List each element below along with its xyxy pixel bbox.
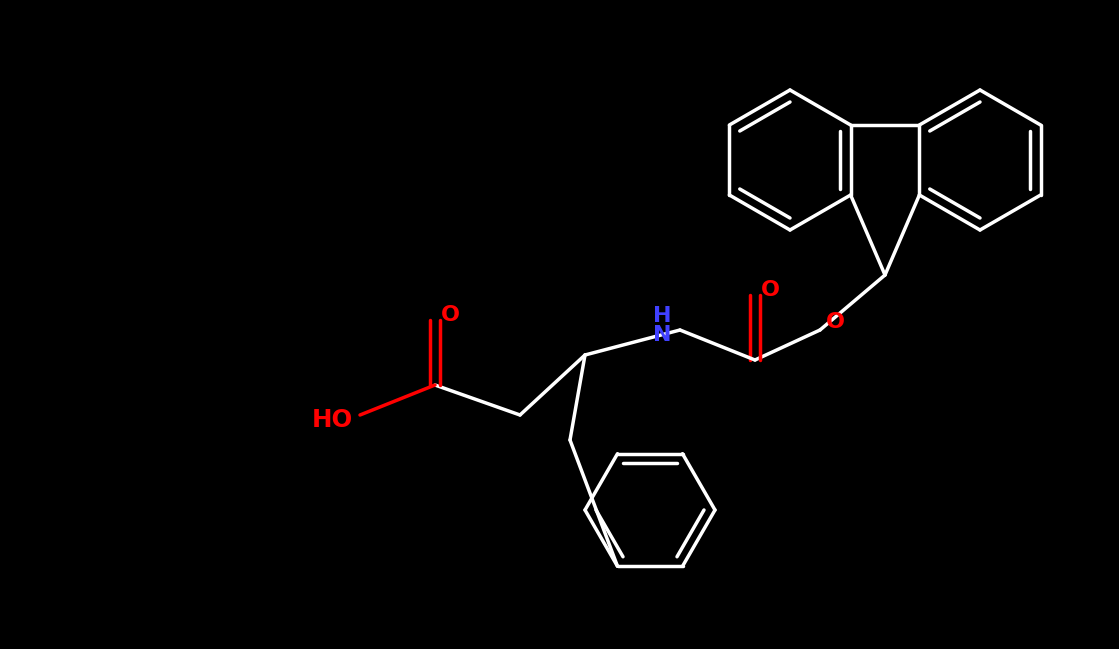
Text: HO: HO	[311, 408, 352, 432]
Text: H: H	[652, 306, 671, 326]
Text: O: O	[826, 312, 845, 332]
Text: O: O	[761, 280, 780, 300]
Text: N: N	[652, 325, 671, 345]
Text: O: O	[441, 305, 460, 325]
